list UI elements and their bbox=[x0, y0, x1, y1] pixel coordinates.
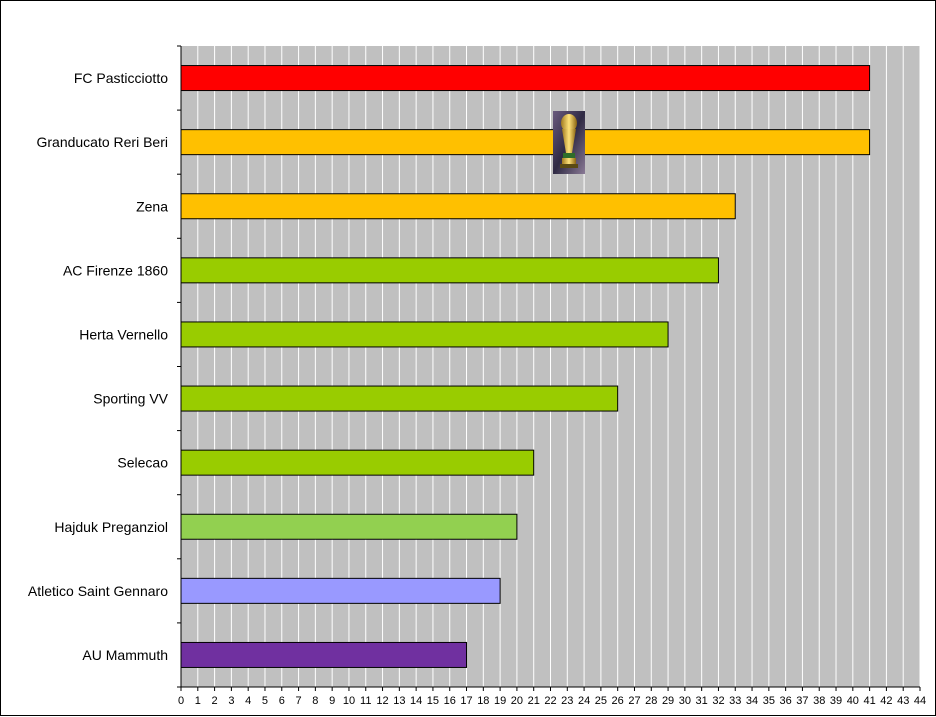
x-tick-label: 34 bbox=[746, 695, 758, 707]
x-tick-label: 35 bbox=[763, 695, 775, 707]
x-tick-label: 17 bbox=[460, 695, 472, 707]
x-tick-label: 3 bbox=[228, 695, 234, 707]
x-tick-label: 8 bbox=[312, 695, 318, 707]
x-tick-label: 0 bbox=[178, 695, 184, 707]
bar bbox=[180, 577, 501, 604]
x-tick-label: 37 bbox=[796, 695, 808, 707]
x-tick-label: 7 bbox=[296, 695, 302, 707]
category-label: AC Firenze 1860 bbox=[63, 262, 168, 278]
x-tick-label: 15 bbox=[427, 695, 439, 707]
x-tick-label: 11 bbox=[360, 695, 371, 707]
x-tick-label: 26 bbox=[612, 695, 624, 707]
x-tick-label: 41 bbox=[863, 695, 875, 707]
bar bbox=[180, 513, 518, 540]
x-tick-label: 28 bbox=[645, 695, 657, 707]
x-tick-label: 30 bbox=[679, 695, 691, 707]
x-tick-label: 44 bbox=[914, 695, 926, 707]
x-tick-label: 22 bbox=[544, 695, 556, 707]
bar bbox=[180, 385, 619, 412]
x-tick-label: 19 bbox=[494, 695, 506, 707]
x-tick-label: 2 bbox=[212, 695, 218, 707]
bar bbox=[180, 257, 719, 284]
x-tick-label: 16 bbox=[444, 695, 456, 707]
x-tick-label: 4 bbox=[245, 695, 251, 707]
category-label: Granducato Reri Beri bbox=[36, 134, 168, 150]
x-tick-label: 6 bbox=[279, 695, 285, 707]
x-tick-label: 31 bbox=[696, 695, 708, 707]
bar bbox=[180, 641, 468, 668]
category-label: Hajduk Preganziol bbox=[54, 519, 168, 535]
x-tick-label: 14 bbox=[410, 695, 422, 707]
x-tick-label: 12 bbox=[376, 695, 388, 707]
x-tick-label: 43 bbox=[897, 695, 909, 707]
x-tick-label: 27 bbox=[628, 695, 640, 707]
trophy-icon bbox=[553, 111, 585, 174]
category-label: FC Pasticciotto bbox=[74, 70, 168, 86]
x-tick-label: 9 bbox=[329, 695, 335, 707]
x-tick-label: 42 bbox=[880, 695, 892, 707]
x-tick-label: 1 bbox=[195, 695, 201, 707]
x-tick-label: 21 bbox=[528, 695, 540, 707]
x-tick-label: 25 bbox=[595, 695, 607, 707]
x-tick-label: 10 bbox=[343, 695, 355, 707]
x-tick-label: 23 bbox=[561, 695, 573, 707]
x-tick-label: 18 bbox=[477, 695, 489, 707]
category-label: Zena bbox=[136, 198, 168, 214]
x-tick-label: 13 bbox=[393, 695, 405, 707]
category-label: Herta Vernello bbox=[79, 326, 168, 342]
x-tick-label: 24 bbox=[578, 695, 590, 707]
x-tick-label: 36 bbox=[780, 695, 792, 707]
x-tick-label: 38 bbox=[813, 695, 825, 707]
bar bbox=[180, 193, 736, 220]
bar bbox=[180, 449, 535, 476]
category-label: Atletico Saint Gennaro bbox=[28, 583, 168, 599]
category-label: Sporting VV bbox=[93, 391, 168, 407]
x-tick-label: 39 bbox=[830, 695, 842, 707]
bar bbox=[180, 65, 871, 92]
x-tick-label: 32 bbox=[712, 695, 724, 707]
bar bbox=[180, 129, 871, 156]
category-label: AU Mammuth bbox=[82, 647, 168, 663]
bar bbox=[180, 321, 669, 348]
x-tick-label: 33 bbox=[729, 695, 741, 707]
category-label: Selecao bbox=[117, 455, 168, 471]
x-tick-label: 29 bbox=[662, 695, 674, 707]
x-tick-label: 40 bbox=[847, 695, 859, 707]
x-tick-label: 5 bbox=[262, 695, 268, 707]
x-tick-label: 20 bbox=[511, 695, 523, 707]
